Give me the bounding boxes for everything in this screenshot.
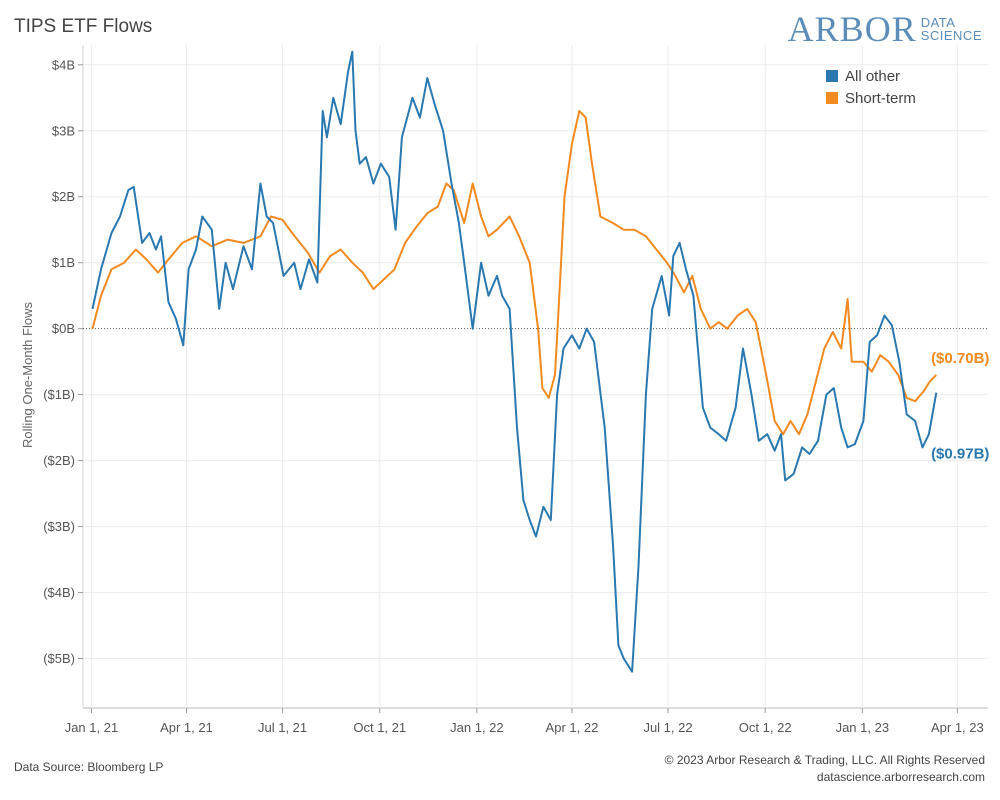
logo-wordmark: ARBOR bbox=[787, 9, 917, 49]
y-tick-label: ($3B) bbox=[43, 519, 75, 534]
legend: All other Short-term bbox=[826, 68, 916, 107]
x-tick-label: Apr 1, 23 bbox=[931, 720, 984, 735]
x-tick-label: Jan 1, 21 bbox=[65, 720, 119, 735]
y-tick-label: ($2B) bbox=[43, 453, 75, 468]
x-axis-ticks: Jan 1, 21 Apr 1, 21 Jul 1, 21 Oct 1, 21 Jan … bbox=[65, 708, 984, 735]
x-tick-label: Apr 1, 21 bbox=[160, 720, 213, 735]
y-axis-ticks: $4B $3B $2B $1B $0B ($1B) ($2B) ($3B) ($4B) ($5B) bbox=[43, 57, 83, 666]
legend-label-all-other: All other bbox=[845, 68, 900, 85]
y-tick-label: $1B bbox=[52, 255, 75, 270]
end-labels: ($0.70B) ($0.97B) bbox=[931, 350, 989, 463]
arbor-logo: ARBOR DATA SCIENCE bbox=[788, 8, 982, 50]
x-tick-label: Apr 1, 22 bbox=[546, 720, 599, 735]
end-label-all-other: ($0.97B) bbox=[931, 446, 989, 463]
series-lines bbox=[91, 50, 938, 673]
logo-subtitle-line-1: DATA bbox=[920, 15, 956, 30]
website-url: datascience.arborresearch.com bbox=[816, 770, 985, 784]
y-tick-label: $0B bbox=[52, 321, 75, 336]
end-label-short-term: ($0.70B) bbox=[931, 350, 989, 367]
x-tick-label: Jul 1, 22 bbox=[643, 720, 692, 735]
y-tick-label: ($4B) bbox=[43, 585, 75, 600]
x-tick-label: Jan 1, 23 bbox=[836, 720, 890, 735]
y-tick-label: $4B bbox=[52, 57, 75, 72]
y-axis-label: Rolling One-Month Flows bbox=[20, 302, 35, 448]
series-line-all-other bbox=[91, 50, 938, 673]
chart-title: TIPS ETF Flows bbox=[14, 16, 153, 37]
y-tick-label: $3B bbox=[52, 123, 75, 138]
y-tick-label: ($1B) bbox=[43, 387, 75, 402]
legend-swatch-short-term bbox=[826, 92, 838, 104]
copyright-text: © 2023 Arbor Research & Trading, LLC. Al… bbox=[664, 753, 985, 767]
x-tick-label: Oct 1, 21 bbox=[353, 720, 406, 735]
logo-subtitle: DATA SCIENCE bbox=[921, 16, 982, 42]
data-source: Data Source: Bloomberg LP bbox=[14, 760, 164, 774]
legend-swatch-all-other bbox=[826, 70, 838, 82]
logo-subtitle-line-2: SCIENCE bbox=[920, 28, 982, 43]
x-tick-label: Oct 1, 22 bbox=[739, 720, 792, 735]
legend-label-short-term: Short-term bbox=[845, 90, 916, 107]
x-tick-label: Jul 1, 21 bbox=[258, 720, 307, 735]
footer-credits: © 2023 Arbor Research & Trading, LLC. Al… bbox=[665, 752, 985, 786]
y-tick-label: ($5B) bbox=[43, 651, 75, 666]
x-tick-label: Jan 1, 22 bbox=[450, 720, 504, 735]
grid-lines bbox=[82, 45, 988, 709]
series-line-short-term bbox=[91, 110, 938, 436]
y-tick-label: $2B bbox=[52, 189, 75, 204]
